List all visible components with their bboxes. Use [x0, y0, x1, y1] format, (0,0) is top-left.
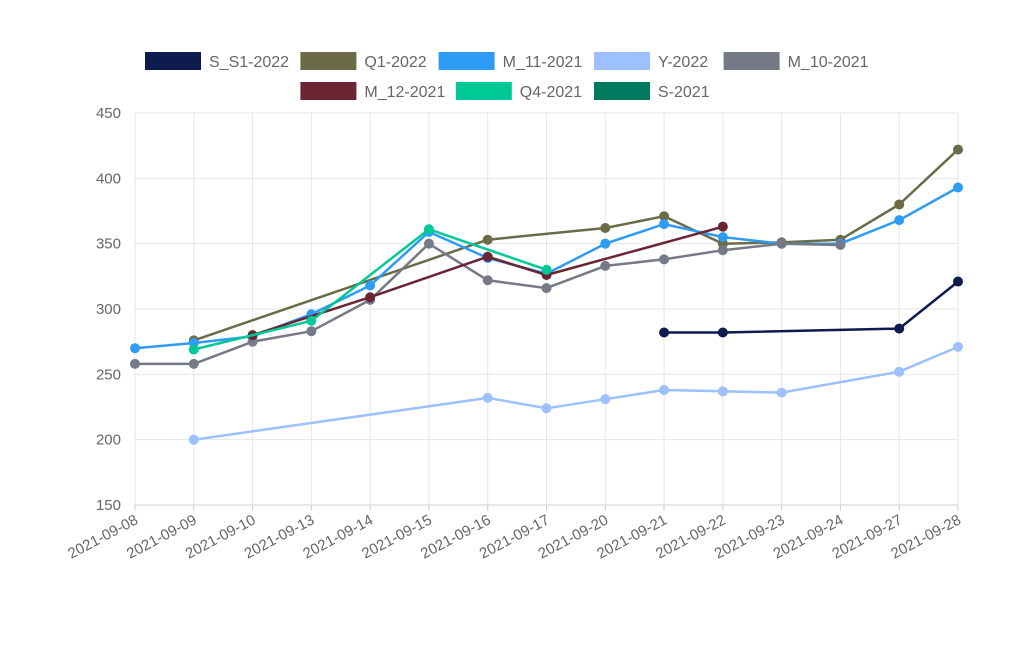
data-point — [894, 199, 905, 210]
legend-item: M_12-2021 — [300, 82, 445, 101]
y-tick-label: 400 — [96, 170, 121, 187]
legend-item: S_S1-2022 — [145, 52, 289, 71]
legend-label: S-2021 — [658, 84, 710, 101]
series-S_S1-2022 — [659, 276, 963, 338]
data-point — [717, 327, 728, 338]
legend-swatch — [594, 82, 650, 100]
data-point — [600, 238, 611, 249]
data-point — [130, 343, 140, 354]
data-point — [659, 211, 670, 222]
legend-label: M_11-2021 — [503, 54, 583, 71]
y-tick-label: 150 — [96, 497, 121, 514]
data-point — [541, 283, 552, 294]
data-point — [717, 221, 728, 232]
data-point — [776, 387, 787, 398]
series-Q4-2021 — [188, 224, 552, 355]
data-point — [541, 403, 552, 414]
series-Q1-2022 — [188, 144, 963, 346]
data-point — [659, 385, 670, 396]
data-point — [482, 234, 493, 245]
legend-swatch — [145, 52, 201, 70]
data-point — [188, 344, 199, 355]
data-point — [953, 144, 963, 155]
legend-label: Q1-2022 — [364, 54, 426, 71]
data-point — [953, 341, 963, 352]
axes: 1502002503003504004502021-09-082021-09-0… — [65, 105, 964, 563]
legend-swatch — [594, 52, 650, 70]
data-point — [130, 358, 140, 369]
legend-item: M_11-2021 — [438, 52, 583, 71]
data-point — [717, 386, 728, 397]
data-point — [188, 434, 199, 445]
data-point — [717, 232, 728, 243]
data-point — [423, 238, 434, 249]
series-Y-2022 — [188, 341, 963, 445]
legend-swatch — [300, 82, 357, 100]
data-point — [600, 394, 611, 405]
data-point — [482, 275, 493, 286]
legend-swatch — [723, 52, 780, 70]
legend-swatch — [455, 82, 512, 100]
grid — [134, 112, 959, 506]
data-point — [482, 392, 493, 403]
legend-label: Y-2022 — [658, 54, 708, 71]
data-point — [659, 219, 670, 230]
data-point — [894, 366, 905, 377]
series-line — [193, 345, 959, 441]
legend: S_S1-2022 Q1-2022 M_11-2021 Y-2022 M_10-2021… — [145, 52, 869, 101]
data-point — [306, 326, 317, 337]
data-point — [365, 280, 376, 291]
legend-label: S_S1-2022 — [209, 54, 289, 71]
data-point — [717, 245, 728, 256]
series-line — [193, 228, 547, 351]
data-point — [306, 315, 317, 326]
data-point — [600, 260, 611, 271]
y-tick-label: 250 — [96, 366, 121, 383]
legend-label: Q4-2021 — [520, 84, 582, 101]
data-point — [894, 323, 905, 334]
data-point — [659, 254, 670, 265]
data-point — [659, 327, 670, 338]
data-point — [894, 215, 905, 226]
legend-item: Y-2022 — [594, 52, 708, 71]
legend-item: Q1-2022 — [300, 52, 427, 71]
series-layer — [130, 144, 963, 445]
data-point — [953, 182, 963, 193]
legend-label: M_12-2021 — [364, 84, 445, 101]
legend-swatch — [438, 52, 495, 70]
legend-item: S-2021 — [594, 82, 710, 101]
legend-item: M_10-2021 — [723, 52, 869, 71]
legend-item: Q4-2021 — [455, 82, 582, 101]
data-point — [423, 224, 434, 235]
data-point — [600, 222, 611, 233]
legend-label: M_10-2021 — [788, 54, 869, 71]
data-point — [541, 264, 552, 275]
data-point — [482, 251, 493, 262]
data-point — [365, 292, 376, 303]
data-point — [953, 276, 963, 287]
series-line — [664, 280, 959, 334]
y-tick-label: 350 — [96, 236, 121, 253]
data-point — [835, 239, 846, 250]
data-point — [188, 358, 199, 369]
series-M_12-2021 — [247, 221, 728, 341]
y-tick-label: 300 — [96, 301, 121, 318]
y-tick-label: 450 — [96, 105, 121, 122]
legend-swatch — [300, 52, 357, 70]
data-point — [776, 238, 787, 249]
y-tick-label: 200 — [96, 432, 121, 449]
